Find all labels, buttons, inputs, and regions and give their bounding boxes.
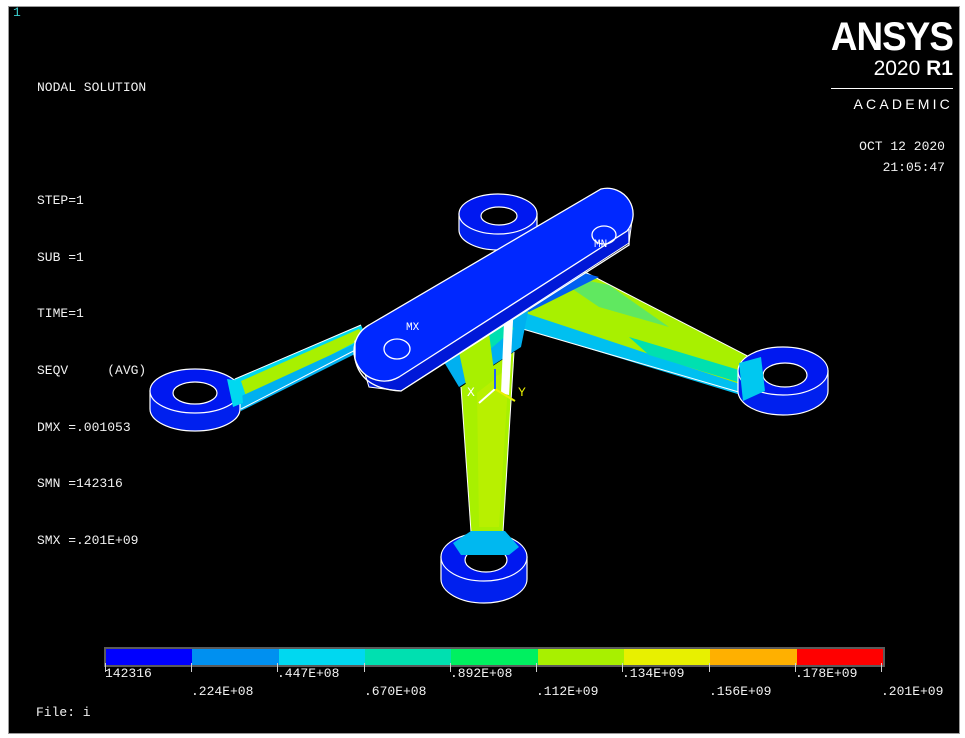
solution-time: 21:05:47 (882, 160, 945, 175)
legend-label: .447E+08 (277, 666, 340, 681)
legend-tick (450, 663, 451, 672)
top-bar (353, 187, 634, 392)
legend-band-4 (364, 649, 452, 665)
legend-band-6 (537, 649, 624, 665)
left-arm (234, 324, 370, 411)
axis-triad (478, 369, 516, 404)
info-smx: SMX =.201E+09 (37, 532, 139, 548)
legend-label: .134E+09 (622, 666, 685, 681)
legend-label: .224E+08 (191, 684, 254, 699)
file-label: File: i (36, 705, 91, 720)
legend-tick (277, 663, 278, 672)
legend-label: .892E+08 (450, 666, 513, 681)
legend-tick (622, 663, 623, 672)
solution-date: OCT 12 2020 (859, 139, 945, 154)
legend-label: .112E+09 (536, 684, 599, 699)
brand-edition: ACADEMIC (853, 96, 953, 112)
info-result-type: SEQV (AVG) (37, 362, 147, 378)
ansys-logo: ANSYS 2020 R1 ACADEMIC (803, 15, 954, 113)
legend-tick (191, 663, 192, 672)
contour-legend-bar (104, 647, 885, 667)
legend-band-1 (106, 649, 193, 665)
front-arm (460, 351, 515, 533)
legend-band-7 (623, 649, 711, 665)
version-year: 2020 (873, 57, 921, 80)
legend-label: 142316 (105, 666, 152, 681)
brand-version: 2020 R1 (803, 57, 953, 81)
legend-tick (881, 663, 882, 672)
legend-label: .670E+08 (364, 684, 427, 699)
legend-tick (105, 663, 106, 672)
legend-band-2 (192, 649, 279, 665)
legend-tick (795, 663, 796, 672)
max-marker: MX (406, 322, 420, 334)
graphics-window[interactable]: 1 NODAL SOLUTION STEP=1 SUB =1 TIME=1 SE… (8, 6, 960, 734)
min-marker: MN (594, 239, 607, 251)
legend-band-5 (451, 649, 538, 665)
legend-band-3 (278, 649, 365, 665)
front-boss (440, 531, 528, 604)
brand-divider (831, 88, 953, 89)
right-boss (737, 346, 829, 416)
info-time: TIME=1 (37, 306, 84, 322)
legend-band-9 (796, 649, 883, 665)
brand-name: ANSYS (830, 15, 954, 59)
version-release: R1 (926, 57, 953, 80)
solution-title: NODAL SOLUTION (37, 80, 147, 95)
solution-info-block: NODAL SOLUTION STEP=1 SUB =1 TIME=1 SEQV… (37, 43, 146, 588)
info-smn: SMN =142316 (37, 476, 123, 492)
legend-tick (536, 663, 537, 672)
fe-model-contour-plot[interactable]: X Y MX MN (9, 7, 959, 733)
left-boss (149, 368, 243, 432)
legend-label: .201E+09 (881, 684, 944, 699)
info-step: STEP=1 (37, 193, 84, 209)
legend-tick (364, 663, 365, 672)
legend-label: .178E+09 (795, 666, 858, 681)
legend-label: .156E+09 (709, 684, 772, 699)
window-number: 1 (13, 6, 21, 20)
legend-tick (709, 663, 710, 672)
triad-y-label: Y (518, 385, 526, 400)
legend-band-8 (710, 649, 797, 665)
info-sub: SUB =1 (37, 249, 84, 265)
info-dmx: DMX =.001053 (37, 419, 131, 435)
triad-x-label: X (467, 385, 475, 400)
